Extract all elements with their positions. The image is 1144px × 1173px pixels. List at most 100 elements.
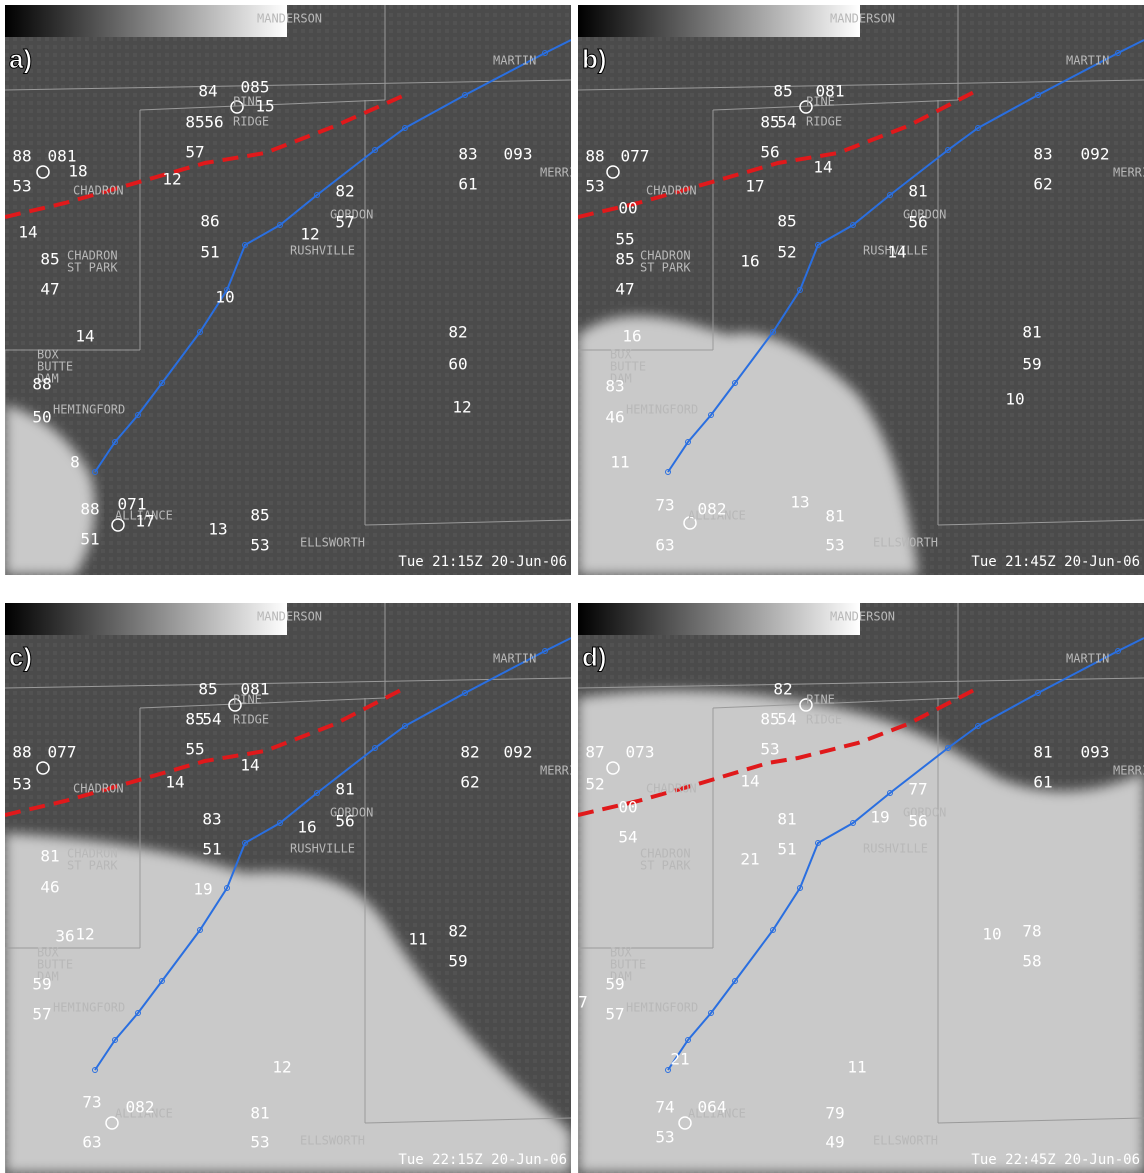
station-value: 47: [40, 280, 59, 299]
gray-scale-bar: [5, 5, 287, 37]
station-value: 46: [40, 878, 59, 897]
station-value: 093: [504, 145, 533, 164]
place-name: RUSHVILLE: [863, 842, 928, 856]
station-value: 82: [335, 182, 354, 201]
station-value: 7: [578, 993, 588, 1012]
station-value: 12: [162, 170, 181, 189]
station-value: 85: [615, 250, 634, 269]
panel: MANDERSONMARTINPINERIDGECHADRONMERRIMANG…: [5, 603, 598, 1173]
panel-content: MANDERSONMARTINPINERIDGECHADRONMERRIMANG…: [5, 5, 598, 575]
timestamp: Tue 22:15Z 20-Jun-06: [398, 1152, 567, 1168]
station-value: 14: [165, 773, 184, 792]
station-value: 53: [760, 740, 779, 759]
station-value: 14: [240, 756, 259, 775]
station-value: 81: [825, 507, 844, 526]
station-value: 82: [448, 323, 467, 342]
station-value: 83: [605, 377, 624, 396]
station-value: 63: [655, 536, 674, 555]
station-value: 58: [1022, 952, 1041, 971]
station-value: 12: [75, 925, 94, 944]
station-value: 88: [12, 743, 31, 762]
station-value: 17: [135, 512, 154, 531]
place-name: MANDERSON: [257, 610, 322, 624]
place-name: MARTIN: [493, 652, 536, 666]
station-value: 00: [618, 798, 637, 817]
station-value: 14: [75, 327, 94, 346]
station-value: 53: [825, 536, 844, 555]
station-value: 16: [297, 818, 316, 837]
station-value: 62: [460, 773, 479, 792]
station-value: 84: [198, 82, 217, 101]
panel-label: a): [9, 44, 32, 74]
station-value: 61: [458, 175, 477, 194]
place-name: CHADRON: [73, 184, 124, 198]
station-value: 10: [215, 288, 234, 307]
station-value: 82: [460, 743, 479, 762]
place-name: ST PARK: [67, 859, 118, 873]
station-value: 63: [82, 1133, 101, 1152]
place-name: MERRIMAN: [1113, 764, 1144, 778]
station-value: 83: [458, 145, 477, 164]
station-value: 55: [615, 230, 634, 249]
place-name: MERRIMAN: [1113, 166, 1144, 180]
station-value: 081: [816, 82, 845, 101]
figure: MANDERSONMARTINPINERIDGECHADRONMERRIMANG…: [0, 0, 1144, 1173]
station-value: 51: [200, 243, 219, 262]
station-value: 36: [55, 927, 74, 946]
gray-scale-bar: [578, 603, 860, 635]
station-value: 53: [250, 536, 269, 555]
panel-content: MANDERSONMARTINPINERIDGECHADRONMERRIMANG…: [5, 603, 598, 1173]
station-value: 87: [585, 743, 604, 762]
gray-scale-bar: [578, 5, 860, 37]
station-value: 082: [126, 1098, 155, 1117]
station-value: 10: [1005, 390, 1024, 409]
station-value: 88: [12, 147, 31, 166]
place-name: MANDERSON: [830, 610, 895, 624]
panel-label: d): [582, 642, 607, 672]
station-value: 18: [68, 162, 87, 181]
station-value: 092: [1081, 145, 1110, 164]
place-name: MARTIN: [1066, 54, 1109, 68]
station-value: 46: [605, 408, 624, 427]
station-value: 11: [408, 930, 427, 949]
station-value: 14: [740, 772, 759, 791]
station-value: 85: [777, 212, 796, 231]
station-value: 85: [773, 82, 792, 101]
station-value: 57: [32, 1005, 51, 1024]
station-value: 59: [448, 952, 467, 971]
station-value: 81: [777, 810, 796, 829]
station-value: 59: [1022, 355, 1041, 374]
station-value: 13: [208, 520, 227, 539]
station-value: 53: [655, 1128, 674, 1147]
station-value: 064: [698, 1098, 727, 1117]
station-value: 51: [80, 530, 99, 549]
station-value: 83: [202, 810, 221, 829]
station-value: 21: [670, 1050, 689, 1069]
station-value: 54: [777, 710, 796, 729]
station-value: 57: [335, 213, 354, 232]
station-value: 51: [202, 840, 221, 859]
station-value: 081: [241, 680, 270, 699]
place-name: MANDERSON: [830, 12, 895, 26]
place-name: RIDGE: [806, 115, 842, 129]
place-name: ELLSWORTH: [300, 1134, 365, 1148]
place-name: ELLSWORTH: [873, 536, 938, 550]
station-value: 56: [908, 213, 927, 232]
station-value: 88: [585, 147, 604, 166]
timestamp: Tue 21:45Z 20-Jun-06: [971, 554, 1140, 570]
station-value: 12: [300, 225, 319, 244]
station-value: 53: [12, 775, 31, 794]
station-value: 085: [241, 78, 270, 97]
place-name: HEMINGFORD: [53, 1001, 125, 1015]
place-name: MARTIN: [1066, 652, 1109, 666]
station-value: 83: [1033, 145, 1052, 164]
station-value: 78: [1022, 922, 1041, 941]
place-name: MANDERSON: [257, 12, 322, 26]
station-value: 81: [908, 182, 927, 201]
panel-label: c): [9, 642, 32, 672]
panel-content: MANDERSONMARTINPINERIDGECHADRONMERRIMANG…: [578, 603, 1144, 1173]
station-value: 21: [740, 850, 759, 869]
station-value: 88: [32, 375, 51, 394]
station-value: 60: [448, 355, 467, 374]
station-value: 54: [202, 710, 221, 729]
